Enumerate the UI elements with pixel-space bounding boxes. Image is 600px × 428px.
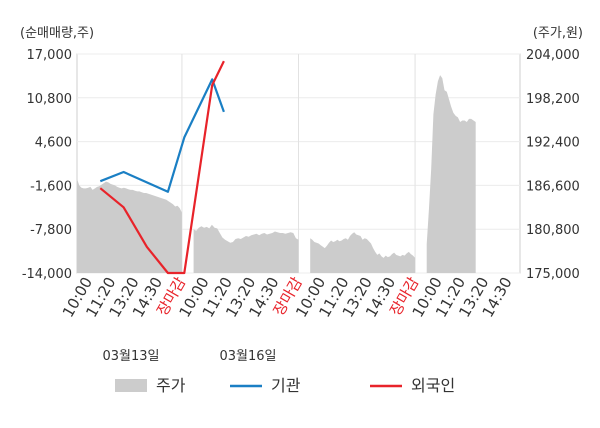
series-line-foreign [99,60,225,275]
right-tick-label: 198,200 [526,92,580,107]
date-label: 03월16일 [219,349,276,364]
price-area-day1 [77,178,182,273]
price-area-day3 [310,232,416,273]
legend-label-price: 주가 [156,376,186,395]
series-line-institution [99,78,225,193]
legend-label-foreign: 외국인 [411,376,455,395]
right-tick-label: 180,800 [526,223,580,238]
left-tick-label: 17,000 [27,48,73,63]
left-axis-unit: (순매매량,주) [20,26,94,41]
right-tick-label: 186,600 [526,179,580,194]
left-tick-label: -7,800 [30,223,72,238]
right-tick-label: 175,000 [526,267,580,282]
legend-swatch-price [115,379,147,392]
left-tick-label: 4,600 [35,136,72,151]
left-tick-label: -1,600 [30,179,72,194]
left-tick-label: 10,800 [27,92,73,107]
price-area-day2 [193,224,299,273]
right-tick-label: 204,000 [526,48,580,63]
right-tick-label: 192,400 [526,136,580,151]
price-area-day4 [426,75,476,273]
left-tick-label: -14,000 [22,267,72,282]
date-label: 03월13일 [102,349,159,364]
right-axis-unit: (주가,원) [533,26,583,41]
legend-label-institution: 기관 [271,376,301,395]
